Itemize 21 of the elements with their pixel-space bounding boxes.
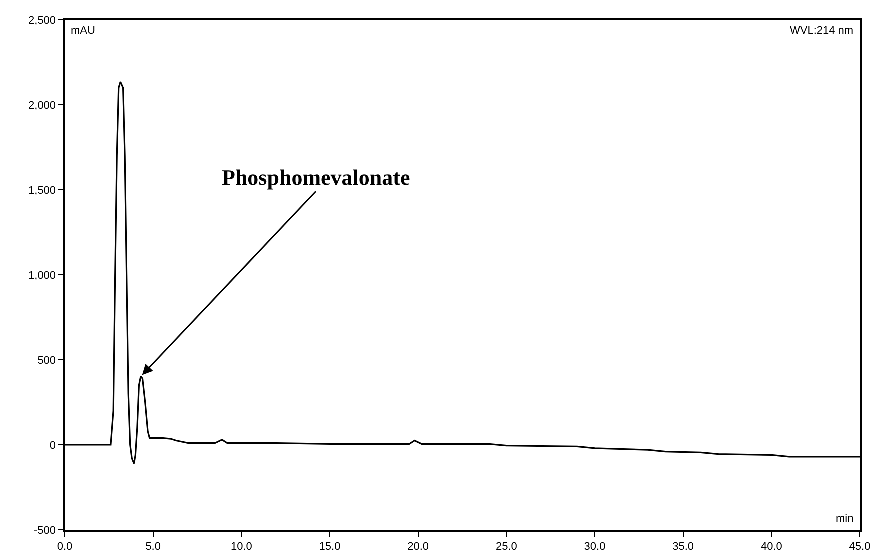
y-tick-label: 1,500 (28, 184, 56, 197)
x-tick-label: 20.0 (408, 540, 430, 553)
x-tick-label: 10.0 (230, 540, 252, 553)
x-tick-label: 25.0 (496, 540, 518, 553)
y-tick-label: 0 (50, 440, 56, 452)
x-tick-label: 0.0 (57, 540, 73, 553)
x-tick-label: 45.0 (849, 540, 871, 553)
y-tick-label: 2,000 (28, 100, 56, 112)
annotation: WVL:214 nm (790, 25, 854, 37)
x-tick-label: 30.0 (584, 540, 606, 553)
y-tick-label: 500 (38, 354, 56, 367)
annotation: Phosphomevalonate (222, 165, 410, 190)
x-tick-label: 35.0 (672, 540, 694, 553)
y-tick-label: 1,000 (28, 270, 56, 282)
y-tick-label: 2,500 (28, 14, 56, 27)
x-tick-label: 15.0 (319, 540, 341, 553)
x-tick-label: 5.0 (146, 540, 161, 553)
y-tick-label: -500 (34, 524, 56, 537)
x-tick-label: 40.0 (760, 540, 782, 553)
x-axis-title: min (836, 513, 854, 525)
y-axis-title: mAU (71, 25, 96, 37)
